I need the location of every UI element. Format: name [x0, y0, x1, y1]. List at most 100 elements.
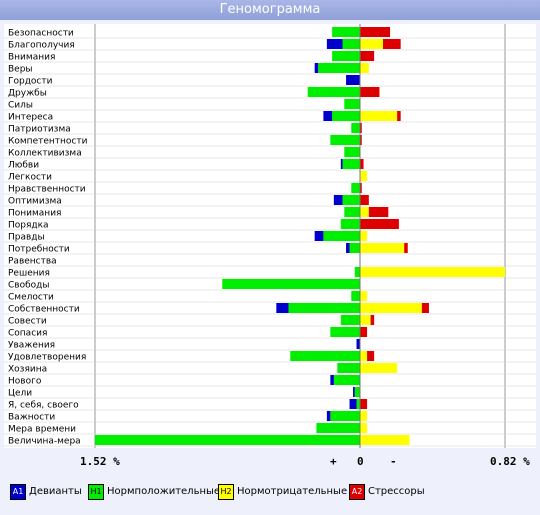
category-label: Патриотизма — [8, 125, 71, 135]
bar-deviants — [326, 39, 343, 49]
bar-stressors — [397, 111, 401, 121]
bar-stressors — [360, 183, 362, 193]
bar-deviants — [356, 339, 360, 349]
bar-normpositive — [344, 99, 360, 109]
bar-normnegative — [360, 207, 369, 217]
category-label: Нравственности — [8, 185, 86, 195]
bar-normpositive — [288, 303, 360, 313]
bar-normpositive — [354, 387, 360, 397]
bar-normpositive — [318, 63, 360, 73]
bar-normpositive — [332, 51, 360, 61]
category-label: Интереса — [8, 113, 53, 123]
category-label: Совести — [8, 317, 47, 327]
genomogram-chart: Безопасности Благополучия Внимания Веры Горд… — [4, 24, 536, 448]
bar-stressors — [360, 399, 368, 409]
legend-swatch-a1: A1 — [10, 484, 26, 500]
bar-normnegative — [360, 411, 368, 421]
bar-normpositive — [340, 219, 360, 229]
bar-deviants — [346, 243, 350, 253]
bar-deviants — [333, 195, 343, 205]
bar-normpositive — [332, 27, 360, 37]
bar-normpositive — [344, 207, 360, 217]
bar-normnegative — [360, 423, 368, 433]
bar-normpositive — [344, 147, 360, 157]
bar-stressors — [382, 39, 401, 49]
bar-normpositive — [333, 375, 360, 385]
category-label: Мера времени — [8, 425, 76, 435]
bar-stressors — [370, 315, 375, 325]
bar-normnegative — [360, 39, 383, 49]
category-label: Гордости — [8, 77, 53, 87]
bar-normnegative — [360, 351, 368, 361]
bar-normnegative — [360, 111, 398, 121]
bar-stressors — [368, 207, 389, 217]
bar-normpositive — [342, 39, 360, 49]
bar-normnegative — [360, 171, 368, 181]
bar-stressors — [360, 327, 368, 337]
category-label: Хозяина — [8, 365, 47, 375]
left-scale-label: 1.52 % — [80, 455, 120, 468]
legend-label-normpositive: Нормположительные — [107, 486, 221, 497]
legend-label-normnegative: Нормотрицательные — [237, 486, 348, 497]
bar-normpositive — [351, 183, 360, 193]
bar-normnegative — [360, 363, 398, 373]
legend-swatch-a2: A2 — [349, 484, 365, 500]
category-label: Безопасности — [8, 29, 74, 39]
bar-normnegative — [360, 303, 422, 313]
category-label: Потребности — [8, 245, 70, 255]
category-label: Важности — [8, 413, 55, 423]
legend-label-deviants: Девианты — [29, 486, 82, 497]
bar-deviants — [330, 375, 334, 385]
bar-normpositive — [307, 87, 360, 97]
bar-deviants — [323, 111, 333, 121]
bar-stressors — [360, 159, 364, 169]
bar-stressors — [360, 195, 369, 205]
bar-normpositive — [349, 243, 360, 253]
category-label: Собственности — [8, 305, 80, 315]
bar-normpositive — [330, 135, 360, 145]
right-scale-label: 0.82 % — [490, 455, 530, 468]
category-label: Я, себя, своего — [8, 401, 79, 411]
category-label: Нового — [8, 377, 42, 387]
bar-deviants — [314, 63, 319, 73]
bar-normnegative — [360, 267, 505, 277]
minus-sign: - — [390, 455, 397, 468]
category-label: Решения — [8, 269, 50, 279]
bar-deviants — [276, 303, 289, 313]
bar-stressors — [360, 123, 362, 133]
bar-normpositive — [290, 351, 360, 361]
category-label: Правды — [8, 233, 45, 243]
bar-normpositive — [323, 231, 360, 241]
bar-stressors — [404, 243, 408, 253]
bar-normnegative — [360, 435, 410, 445]
bar-normpositive — [351, 291, 360, 301]
bar-stressors — [360, 219, 399, 229]
category-label: Компетентности — [8, 137, 88, 147]
legend-label-stressors: Стрессоры — [368, 486, 425, 497]
legend-swatch-h2: H2 — [218, 484, 234, 500]
bar-normpositive — [356, 399, 360, 409]
bar-deviants — [346, 75, 360, 85]
bar-normnegative — [360, 243, 405, 253]
category-label: Равенства — [8, 257, 57, 267]
category-label: Удовлетворения — [8, 353, 86, 363]
plus-sign: + — [330, 455, 337, 468]
category-label: Цели — [8, 389, 32, 399]
bar-normnegative — [360, 63, 369, 73]
bar-normpositive — [222, 279, 360, 289]
category-label: Величина-мера — [8, 437, 81, 447]
category-label: Силы — [8, 101, 33, 111]
bar-stressors — [367, 351, 375, 361]
category-label: Оптимизма — [8, 197, 62, 207]
bar-normpositive — [342, 159, 360, 169]
bar-deviants — [314, 231, 324, 241]
bar-normpositive — [340, 315, 360, 325]
category-label: Сопасия — [8, 329, 47, 339]
bar-stressors — [360, 27, 391, 37]
category-label: Смелости — [8, 293, 54, 303]
bar-deviants — [353, 387, 355, 397]
bar-stressors — [421, 303, 429, 313]
category-label: Дружбы — [8, 89, 47, 99]
bar-normnegative — [360, 291, 368, 301]
bar-deviants — [340, 159, 343, 169]
